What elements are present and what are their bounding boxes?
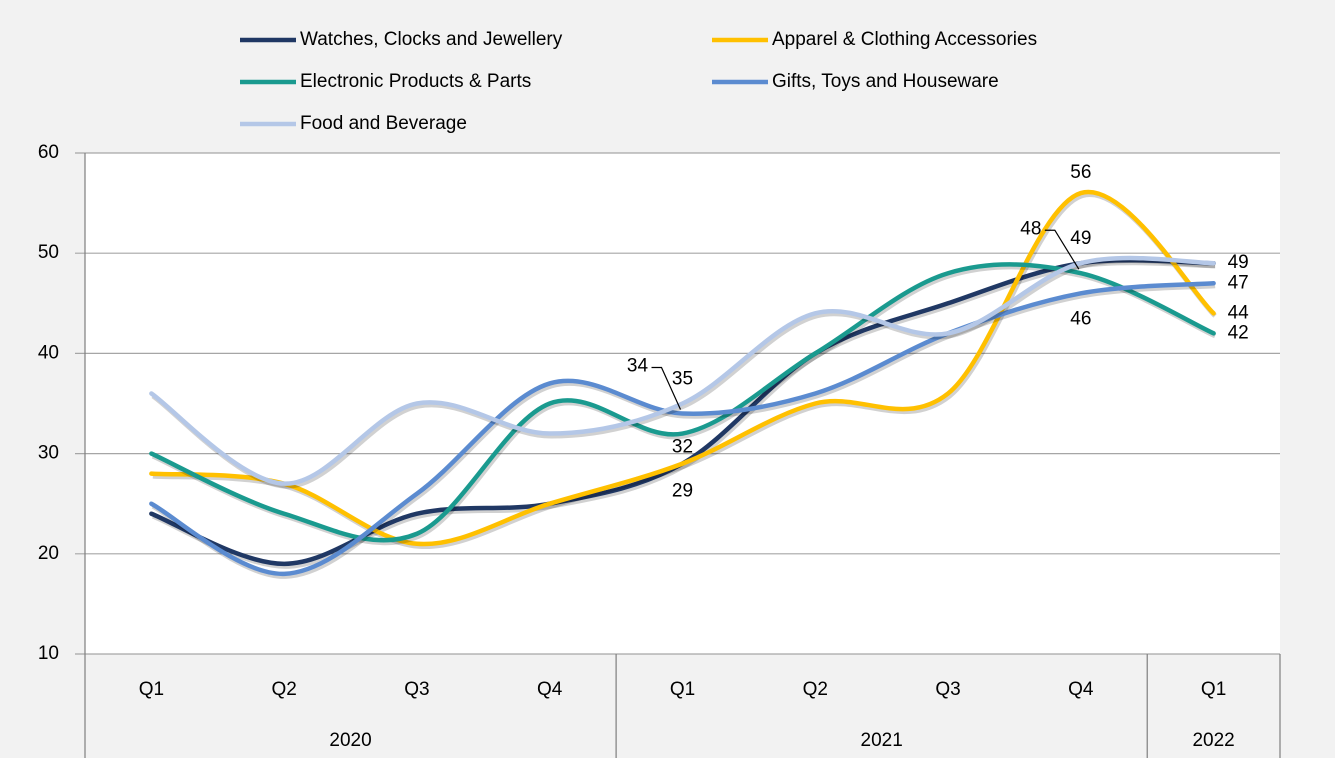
data-label: 48 <box>1020 218 1041 239</box>
data-label: 47 <box>1228 272 1249 293</box>
data-label: 46 <box>1070 308 1091 329</box>
y-tick-label: 40 <box>38 342 59 363</box>
line-shadow <box>151 260 1216 569</box>
series-line <box>149 255 1216 486</box>
series-line <box>149 262 1216 543</box>
legend-label: Watches, Clocks and Jewellery <box>300 29 563 50</box>
data-label: 56 <box>1070 162 1091 183</box>
y-tick-label: 30 <box>38 443 59 464</box>
x-tick-label: Q4 <box>1068 679 1094 700</box>
x-tick-label: Q2 <box>803 679 828 700</box>
x-group-label: 2022 <box>1192 730 1234 751</box>
x-tick-label: Q1 <box>670 679 695 700</box>
x-tick-label: Q3 <box>404 679 429 700</box>
series-line <box>149 189 1216 547</box>
data-label: 29 <box>672 481 693 502</box>
line-shadow <box>151 258 1216 489</box>
data-label: 49 <box>1070 228 1091 249</box>
legend-label: Electronic Products & Parts <box>300 71 531 92</box>
leader-line <box>1044 229 1080 270</box>
data-label: 42 <box>1228 322 1249 343</box>
legend-label: Food and Beverage <box>300 113 467 134</box>
x-tick-label: Q4 <box>537 679 563 700</box>
y-tick-label: 50 <box>38 242 59 263</box>
series-line <box>149 281 1216 577</box>
y-tick-label: 60 <box>38 142 59 163</box>
x-tick-label: Q3 <box>935 679 960 700</box>
y-tick-label: 10 <box>38 643 59 664</box>
data-label: 35 <box>672 369 693 390</box>
data-label: 32 <box>672 437 693 458</box>
y-tick-label: 20 <box>38 543 59 564</box>
data-label: 34 <box>627 356 649 377</box>
x-tick-label: Q2 <box>271 679 296 700</box>
data-label: 49 <box>1228 252 1249 273</box>
leader-line <box>651 366 682 410</box>
x-tick-label: Q1 <box>139 679 164 700</box>
x-group-label: 2021 <box>861 730 903 751</box>
legend-label: Gifts, Toys and Houseware <box>772 71 999 92</box>
line-shadow <box>151 283 1216 579</box>
x-tick-label: Q1 <box>1201 679 1226 700</box>
legend-label: Apparel & Clothing Accessories <box>772 29 1037 50</box>
data-label: 44 <box>1228 302 1250 323</box>
x-group-label: 2020 <box>329 730 371 751</box>
